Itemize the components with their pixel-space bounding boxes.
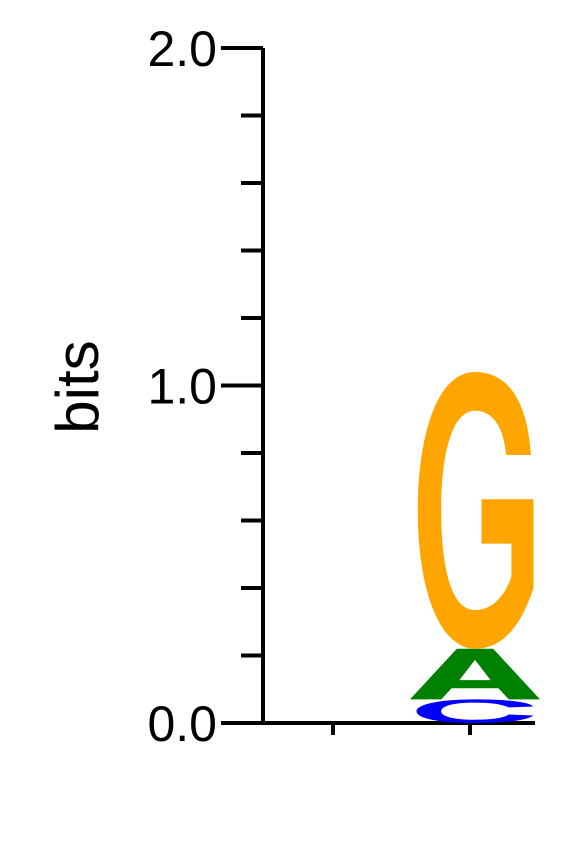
letter-stacks — [410, 372, 540, 723]
x-axis — [263, 721, 535, 735]
y-tick-label: 2.0 — [147, 21, 217, 77]
y-axis-title: bits — [44, 340, 111, 433]
logo-letter-A — [410, 648, 540, 700]
y-axis: 0.0 1.0 2.0 — [147, 21, 265, 752]
logo-letter-G — [417, 372, 534, 649]
y-tick-label: 1.0 — [147, 359, 217, 415]
logo-letter-C — [416, 699, 534, 723]
y-tick-label: 0.0 — [147, 696, 217, 752]
